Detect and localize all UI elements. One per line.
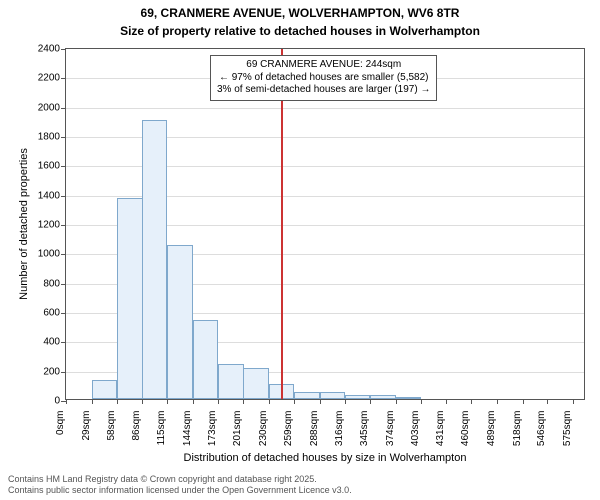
x-tick-label: 460sqm [460, 411, 471, 447]
chart-title-line2: Size of property relative to detached ho… [0, 24, 600, 38]
histogram-bar [167, 245, 193, 399]
histogram-bar [117, 198, 143, 399]
x-tick-label: 29sqm [81, 411, 92, 441]
x-tick-label: 374sqm [385, 411, 396, 447]
x-tick-label: 144sqm [182, 411, 193, 447]
x-tick-label: 518sqm [512, 411, 523, 447]
subject-property-marker [281, 49, 283, 399]
footer-line2: Contains public sector information licen… [8, 485, 352, 496]
x-tick-label: 403sqm [410, 411, 421, 447]
x-tick-mark [167, 399, 168, 404]
x-tick-label: 0sqm [55, 411, 66, 435]
y-tick-label: 0 [54, 396, 66, 407]
footer-line1: Contains HM Land Registry data © Crown c… [8, 474, 352, 485]
x-tick-mark [66, 399, 67, 404]
x-tick-mark [471, 399, 472, 404]
y-tick-label: 2200 [38, 73, 66, 84]
x-tick-label: 316sqm [334, 411, 345, 447]
x-tick-mark [269, 399, 270, 404]
annotation-line: 69 CRANMERE AVENUE: 244sqm [217, 59, 430, 72]
x-tick-label: 230sqm [258, 411, 269, 447]
chart-title-line1: 69, CRANMERE AVENUE, WOLVERHAMPTON, WV6 … [0, 6, 600, 20]
x-tick-label: 86sqm [131, 411, 142, 441]
x-tick-mark [142, 399, 143, 404]
y-tick-label: 200 [43, 366, 66, 377]
x-tick-mark [218, 399, 219, 404]
y-axis-label: Number of detached properties [18, 48, 30, 400]
x-tick-label: 288sqm [309, 411, 320, 447]
x-tick-mark [573, 399, 574, 404]
x-tick-mark [446, 399, 447, 404]
y-tick-label: 1000 [38, 249, 66, 260]
x-tick-label: 345sqm [359, 411, 370, 447]
y-tick-label: 2000 [38, 102, 66, 113]
x-tick-mark [396, 399, 397, 404]
histogram-bar [320, 392, 346, 399]
histogram-bar [370, 395, 396, 399]
x-tick-mark [497, 399, 498, 404]
x-tick-label: 173sqm [207, 411, 218, 447]
x-tick-mark [294, 399, 295, 404]
y-tick-label: 2400 [38, 44, 66, 55]
x-tick-mark [370, 399, 371, 404]
chart-footer: Contains HM Land Registry data © Crown c… [8, 474, 352, 496]
y-tick-label: 1600 [38, 161, 66, 172]
x-tick-mark [523, 399, 524, 404]
x-tick-mark [421, 399, 422, 404]
annotation-box: 69 CRANMERE AVENUE: 244sqm← 97% of detac… [210, 55, 437, 101]
histogram-bar [193, 320, 219, 399]
x-tick-mark [547, 399, 548, 404]
annotation-line: 3% of semi-detached houses are larger (1… [217, 84, 430, 97]
y-tick-label: 400 [43, 337, 66, 348]
x-tick-label: 489sqm [486, 411, 497, 447]
x-tick-label: 259sqm [283, 411, 294, 447]
histogram-bar [92, 380, 118, 399]
gridline [66, 108, 584, 109]
x-axis-label: Distribution of detached houses by size … [65, 452, 585, 464]
x-tick-mark [92, 399, 93, 404]
histogram-bar [294, 392, 320, 399]
x-tick-label: 58sqm [106, 411, 117, 441]
x-tick-mark [243, 399, 244, 404]
histogram-bar [345, 395, 371, 399]
y-tick-label: 800 [43, 278, 66, 289]
x-tick-label: 115sqm [156, 411, 167, 446]
y-tick-label: 600 [43, 308, 66, 319]
histogram-bar [396, 397, 422, 399]
x-tick-label: 431sqm [435, 411, 446, 447]
histogram-bar [218, 364, 244, 399]
histogram-bar [142, 120, 168, 399]
histogram-bar [243, 368, 269, 399]
x-tick-mark [320, 399, 321, 404]
x-tick-label: 546sqm [536, 411, 547, 447]
x-tick-mark [117, 399, 118, 404]
y-tick-label: 1800 [38, 132, 66, 143]
y-tick-label: 1200 [38, 220, 66, 231]
annotation-line: ← 97% of detached houses are smaller (5,… [217, 72, 430, 85]
plot-area: 0200400600800100012001400160018002000220… [65, 48, 585, 400]
property-size-histogram: 69, CRANMERE AVENUE, WOLVERHAMPTON, WV6 … [0, 0, 600, 500]
y-tick-label: 1400 [38, 190, 66, 201]
x-tick-label: 201sqm [232, 411, 243, 447]
x-tick-mark [345, 399, 346, 404]
x-tick-mark [193, 399, 194, 404]
x-tick-label: 575sqm [562, 411, 573, 447]
